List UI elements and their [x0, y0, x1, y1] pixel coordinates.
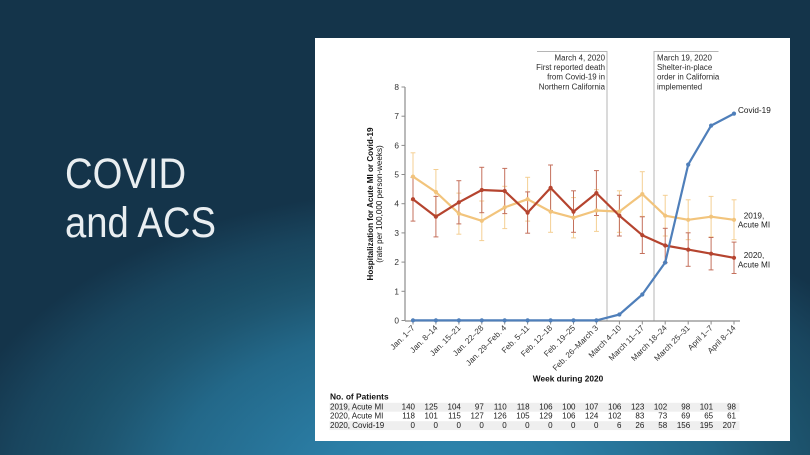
svg-text:4: 4: [394, 199, 399, 209]
svg-text:0: 0: [411, 421, 416, 430]
svg-text:127: 127: [470, 412, 484, 421]
svg-text:104: 104: [448, 403, 462, 412]
svg-text:0: 0: [594, 421, 599, 430]
svg-text:Acute MI: Acute MI: [738, 221, 770, 230]
svg-text:0: 0: [433, 421, 438, 430]
svg-text:0: 0: [571, 421, 576, 430]
svg-text:March 19, 2020: March 19, 2020: [657, 53, 712, 62]
svg-text:102: 102: [608, 412, 622, 421]
svg-text:March 4, 2020: March 4, 2020: [555, 53, 606, 62]
svg-text:106: 106: [608, 403, 622, 412]
svg-text:110: 110: [494, 403, 507, 412]
svg-text:implemented: implemented: [657, 82, 702, 91]
svg-text:26: 26: [635, 421, 644, 430]
svg-text:65: 65: [704, 412, 713, 421]
svg-text:6: 6: [617, 421, 622, 430]
svg-text:195: 195: [700, 421, 714, 430]
svg-text:8: 8: [394, 82, 399, 92]
svg-text:2020, Covid-19: 2020, Covid-19: [330, 421, 385, 430]
svg-text:2019,: 2019,: [744, 211, 765, 220]
svg-text:58: 58: [658, 421, 667, 430]
svg-text:100: 100: [562, 403, 576, 412]
svg-text:2020,: 2020,: [744, 251, 765, 260]
svg-text:Hospitalization for Acute MI o: Hospitalization for Acute MI or Covid-19: [366, 127, 375, 281]
svg-text:156: 156: [677, 421, 691, 430]
svg-text:0: 0: [394, 316, 399, 326]
svg-text:Shelter-in-place: Shelter-in-place: [657, 63, 713, 72]
svg-text:2: 2: [394, 257, 399, 267]
svg-text:97: 97: [475, 403, 484, 412]
svg-text:140: 140: [402, 403, 416, 412]
svg-text:125: 125: [425, 403, 439, 412]
svg-text:0: 0: [525, 421, 530, 430]
svg-text:6: 6: [394, 140, 399, 150]
svg-text:3: 3: [394, 228, 399, 238]
svg-text:107: 107: [585, 403, 599, 412]
svg-text:124: 124: [585, 412, 599, 421]
svg-text:1: 1: [394, 286, 399, 296]
svg-text:7: 7: [394, 111, 399, 121]
svg-text:5: 5: [394, 170, 399, 180]
svg-text:106: 106: [539, 403, 553, 412]
svg-text:69: 69: [681, 412, 690, 421]
svg-text:No. of Patients: No. of Patients: [330, 391, 389, 401]
svg-text:118: 118: [517, 403, 530, 412]
svg-text:Week during 2020: Week during 2020: [533, 374, 604, 384]
svg-text:2020, Acute MI: 2020, Acute MI: [330, 412, 383, 421]
svg-text:0: 0: [479, 421, 484, 430]
svg-text:73: 73: [658, 412, 667, 421]
svg-text:0: 0: [502, 421, 507, 430]
svg-text:115: 115: [448, 412, 461, 421]
svg-text:105: 105: [516, 412, 530, 421]
svg-text:(rate per 100,000 person-weeks: (rate per 100,000 person-weeks): [375, 145, 384, 263]
svg-text:101: 101: [425, 412, 439, 421]
svg-text:Covid-19: Covid-19: [738, 106, 771, 115]
svg-text:from Covid-19 in: from Covid-19 in: [547, 73, 605, 82]
svg-text:98: 98: [681, 403, 690, 412]
svg-text:order in California: order in California: [657, 73, 720, 82]
svg-text:129: 129: [539, 412, 553, 421]
svg-text:98: 98: [727, 403, 736, 412]
svg-text:101: 101: [700, 403, 714, 412]
svg-text:123: 123: [631, 403, 645, 412]
svg-text:126: 126: [493, 412, 507, 421]
svg-text:Acute MI: Acute MI: [738, 260, 770, 269]
svg-text:First reported death: First reported death: [536, 63, 605, 72]
svg-text:0: 0: [456, 421, 461, 430]
svg-text:0: 0: [548, 421, 553, 430]
svg-text:2019, Acute MI: 2019, Acute MI: [330, 403, 383, 412]
svg-text:Northern California: Northern California: [539, 82, 606, 91]
svg-text:83: 83: [635, 412, 644, 421]
svg-text:207: 207: [723, 421, 737, 430]
svg-text:118: 118: [402, 412, 415, 421]
svg-text:102: 102: [654, 403, 668, 412]
svg-text:106: 106: [562, 412, 576, 421]
svg-text:61: 61: [727, 412, 736, 421]
